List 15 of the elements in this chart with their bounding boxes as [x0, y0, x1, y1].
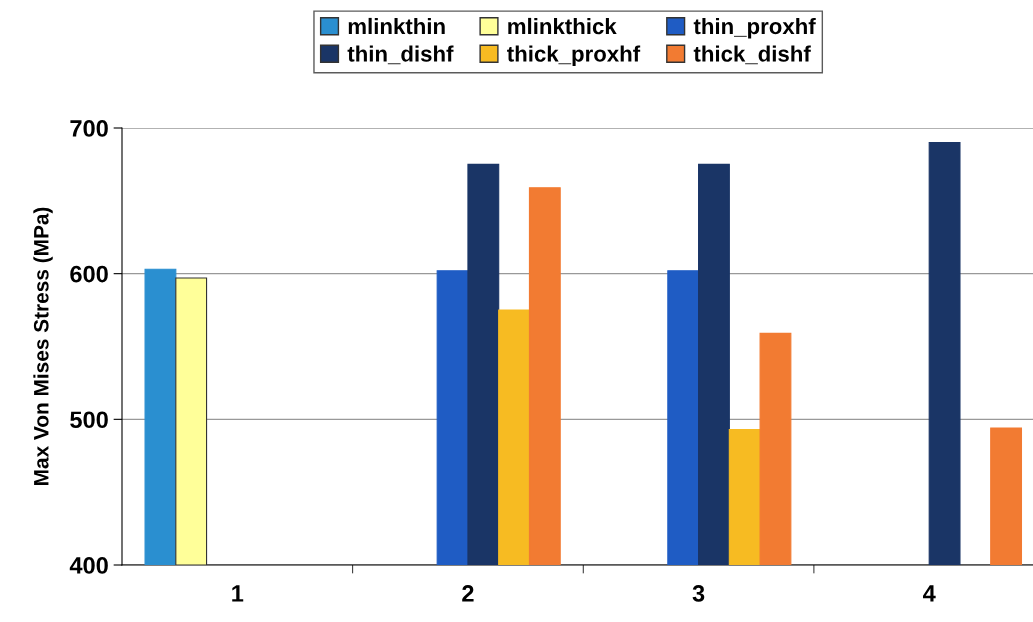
- x-tick-label: 4: [923, 585, 936, 602]
- y-tick-label: 500: [70, 411, 108, 429]
- y-axis-title: Max Von Mises Stress (MPa): [33, 207, 53, 485]
- legend-label: thick_dishf: [693, 45, 811, 65]
- x-tick-label: 1: [232, 585, 244, 602]
- legend-label: mlinkthin: [348, 17, 445, 35]
- legend-label: thick_proxhf: [507, 45, 641, 67]
- y-tick-label: 700: [70, 120, 108, 137]
- x-tick-label: 3: [692, 585, 705, 602]
- y-tick-label: 400: [69, 557, 108, 574]
- y-tick-label: 600: [70, 265, 108, 283]
- legend-label: mlinkthick: [508, 17, 617, 35]
- legend-label: thin_dishf: [347, 45, 454, 65]
- x-tick-label: 2: [462, 585, 474, 602]
- legend-label: thin_proxhf: [693, 17, 816, 39]
